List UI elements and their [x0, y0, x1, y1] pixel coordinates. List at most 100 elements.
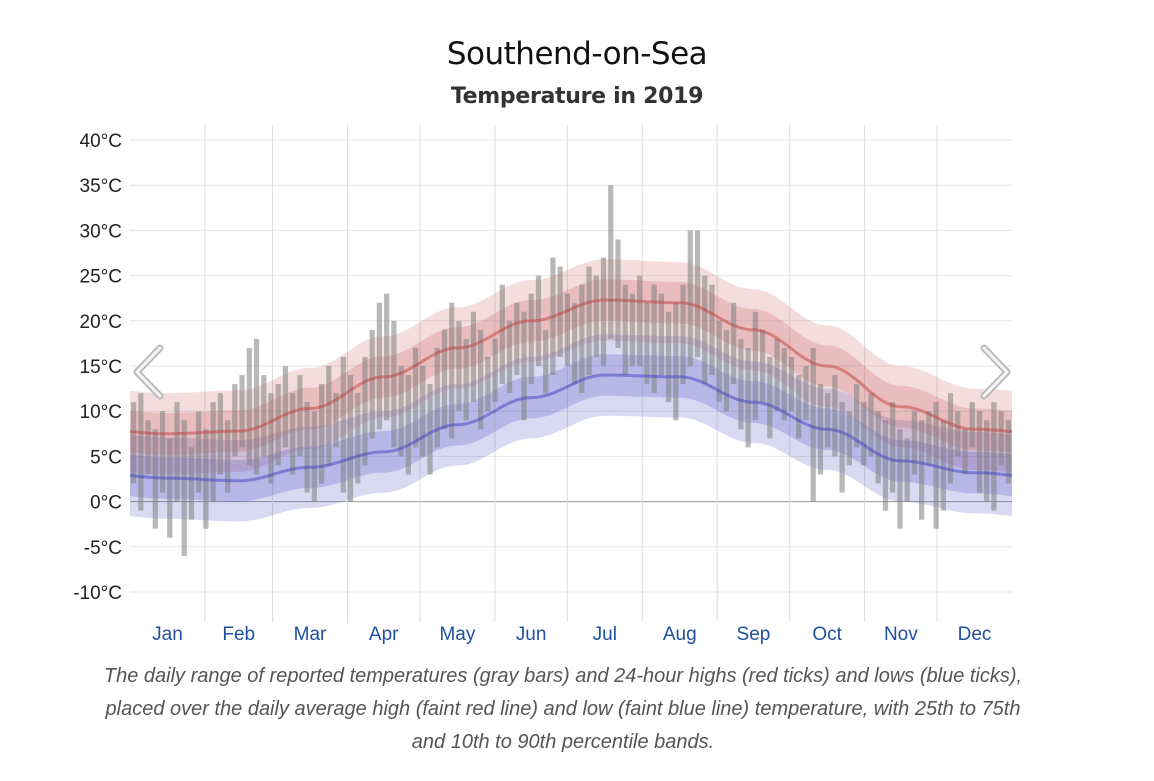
y-tick-label: 35°C [80, 176, 122, 197]
chart-caption: The daily range of reported temperatures… [103, 665, 1023, 753]
daily-range-bar [261, 375, 267, 457]
daily-range-bar [311, 411, 317, 502]
daily-range-bar [318, 384, 325, 484]
daily-range-bar [622, 284, 628, 376]
daily-range-bar [412, 347, 419, 448]
chart-title: Southend-on-Sea [446, 36, 708, 72]
daily-range-bar [347, 375, 354, 502]
daily-range-bar [405, 375, 411, 475]
daily-range-bar [976, 411, 983, 493]
daily-range-bar [290, 393, 296, 475]
daily-range-bar [145, 420, 151, 475]
daily-range-bar [984, 420, 990, 502]
daily-range-bar [188, 447, 195, 520]
daily-range-bar [449, 302, 455, 439]
month-label-feb: Feb [222, 624, 255, 645]
daily-range-bar [232, 384, 238, 457]
daily-range-bar [572, 302, 578, 385]
y-tick-label: 20°C [80, 312, 122, 333]
chart-subtitle: Temperature in 2019 [450, 84, 704, 109]
avg-high-line [129, 298, 1013, 436]
daily-range-bar [196, 411, 202, 493]
daily-range-bar [174, 402, 180, 502]
daily-range-bar [217, 393, 223, 475]
y-tick-label: 10°C [80, 402, 122, 423]
daily-range-bar [665, 311, 672, 403]
chevron-right-icon[interactable] [978, 340, 1018, 404]
daily-range-bar [738, 338, 744, 430]
daily-range-bar [673, 302, 679, 421]
y-tick-label: 30°C [80, 221, 122, 242]
chevron-left-icon[interactable] [130, 340, 170, 404]
daily-range-bar [239, 375, 245, 448]
daily-range-bar [969, 402, 975, 448]
daily-range-bar [304, 402, 310, 493]
daily-range-bar [340, 356, 346, 493]
daily-range-bar [716, 320, 722, 403]
month-label-apr: Apr [369, 624, 399, 645]
month-label-sep: Sep [737, 624, 771, 645]
daily-range-bar [131, 402, 137, 484]
daily-range-bar [138, 393, 144, 511]
daily-range-bar [868, 393, 874, 457]
daily-range-bar [376, 302, 383, 430]
month-label-jan: Jan [152, 624, 183, 645]
y-tick-label: 0°C [90, 493, 122, 514]
daily-range-bar [955, 411, 961, 457]
daily-range-bar [463, 338, 469, 421]
daily-range-bar [600, 257, 607, 366]
daily-range-bar [499, 284, 505, 385]
daily-range-bar [651, 284, 657, 394]
daily-range-bar [962, 429, 968, 475]
daily-range-bar [774, 338, 780, 412]
daily-range-bar [745, 347, 751, 448]
daily-range-bar [333, 393, 339, 448]
daily-range-bar [839, 402, 845, 493]
daily-range-bar [861, 402, 867, 466]
y-tick-label: 5°C [90, 447, 122, 468]
daily-range-bar [680, 284, 686, 385]
daily-range-bar [788, 356, 795, 412]
daily-range-bar [998, 411, 1004, 466]
daily-range-bar [398, 366, 404, 457]
daily-range-bar [355, 393, 361, 484]
daily-range-bar [767, 356, 773, 439]
daily-range-bar [796, 375, 802, 439]
y-tick-label: 25°C [80, 267, 122, 288]
daily-range-bar [593, 275, 599, 357]
y-tick-label: 15°C [80, 357, 122, 378]
daily-range-bar [167, 438, 173, 538]
daily-range-bar [608, 185, 614, 339]
daily-range-bar [521, 311, 527, 421]
daily-range-bar [369, 329, 375, 439]
daily-range-bar [268, 393, 274, 484]
y-tick-label: 40°C [80, 131, 122, 152]
daily-range-bar [564, 293, 570, 366]
daily-range-bar [514, 302, 520, 376]
month-label-dec: Dec [958, 624, 992, 645]
month-label-oct: Oct [812, 624, 842, 645]
daily-range-bar [362, 356, 368, 466]
y-tick-label: -10°C [73, 583, 122, 604]
daily-range-bar [434, 347, 440, 448]
daily-range-bar [253, 338, 260, 475]
month-label-aug: Aug [663, 624, 697, 645]
daily-range-bar [629, 293, 636, 366]
daily-range-bar [875, 411, 881, 484]
daily-range-bar [687, 230, 693, 366]
daily-range-bar [926, 411, 932, 466]
y-tick-label: -5°C [84, 538, 122, 559]
daily-range-bar [478, 329, 484, 430]
daily-range-bar [810, 347, 816, 502]
daily-range-bar [911, 411, 918, 475]
daily-range-bar [759, 329, 766, 403]
daily-range-bar [543, 329, 549, 394]
month-label-nov: Nov [884, 624, 918, 645]
daily-range-bar [846, 411, 852, 466]
month-label-may: May [439, 624, 475, 645]
daily-range-bar [731, 302, 737, 385]
avg-low-line [129, 373, 1013, 483]
month-label-jun: Jun [516, 624, 547, 645]
daily-range-bar [644, 302, 650, 385]
